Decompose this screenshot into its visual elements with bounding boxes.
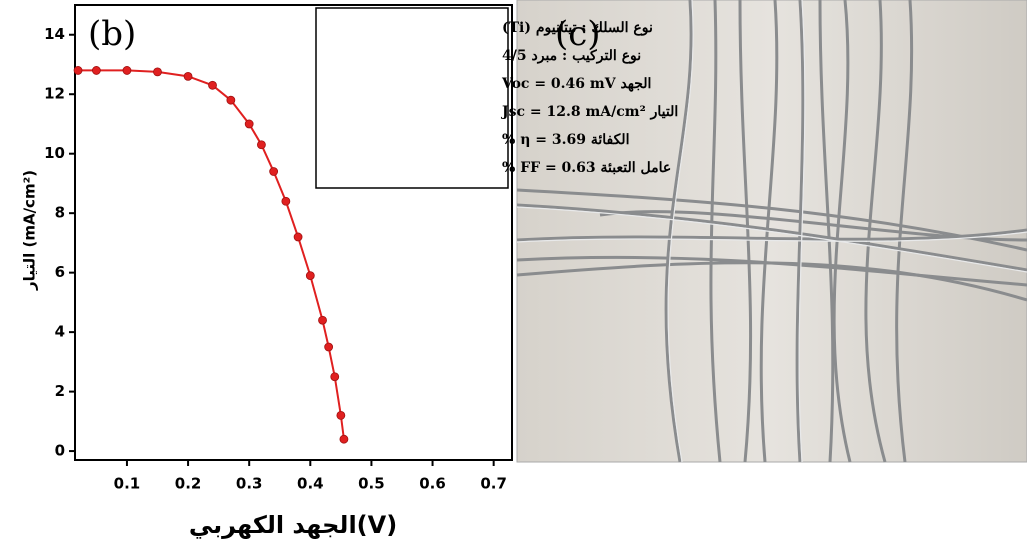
y-tick-label: 10 [44, 144, 65, 162]
x-tick-label: 0.1 [114, 475, 141, 493]
data-point [337, 411, 345, 419]
data-point [319, 316, 327, 324]
data-line [78, 70, 344, 439]
annotation: عامل التعبئة FF = 0.63 % [502, 160, 671, 176]
y-tick-label: 14 [44, 25, 65, 43]
x-tick-label: 0.6 [419, 475, 446, 493]
data-point [282, 197, 290, 205]
data-point [227, 96, 235, 104]
data-point [306, 272, 314, 280]
data-point [92, 66, 100, 74]
annotation: نوع السلك : تيتانيوم (Ti) [502, 20, 653, 36]
page: (c) (b) التيار (mA/cm²) الجهد الكهربي(V)… [0, 0, 1027, 547]
annotation: الجهد Voc = 0.46 mV [501, 76, 651, 92]
x-tick-label: 0.2 [175, 475, 202, 493]
y-tick-label: 8 [55, 204, 65, 222]
y-axis-label: التيار (mA/cm²) [21, 170, 39, 291]
annotation: التيار Jsc = 12.8 mA/cm² [500, 104, 678, 120]
data-point [184, 72, 192, 80]
annotation: الكفائة η = 3.69 % [502, 132, 629, 148]
y-tick-label: 4 [55, 323, 65, 341]
data-point [325, 343, 333, 351]
data-point [154, 68, 162, 76]
figure: (c) (b) التيار (mA/cm²) الجهد الكهربي(V)… [0, 0, 1027, 547]
x-tick-label: 0.5 [358, 475, 385, 493]
y-tick-label: 6 [55, 263, 65, 281]
y-tick-label: 0 [55, 442, 65, 460]
panel-label: (b) [88, 14, 136, 54]
annotation: نوع التركيب : مبرد 4/5 [502, 48, 641, 64]
data-point [340, 435, 348, 443]
annotation-box [316, 8, 508, 188]
data-point [294, 233, 302, 241]
data-point [123, 66, 131, 74]
data-point [257, 141, 265, 149]
data-point [270, 168, 278, 176]
data-point [331, 373, 339, 381]
photo [517, 0, 1027, 462]
x-tick-label: 0.7 [480, 475, 507, 493]
x-axis-label: الجهد الكهربي(V) [189, 511, 397, 539]
x-tick-label: 0.4 [297, 475, 324, 493]
data-point [209, 81, 217, 89]
y-tick-label: 2 [55, 382, 65, 400]
x-tick-label: 0.3 [236, 475, 263, 493]
y-tick-label: 12 [44, 85, 65, 103]
data-point [245, 120, 253, 128]
data-point [74, 66, 82, 74]
